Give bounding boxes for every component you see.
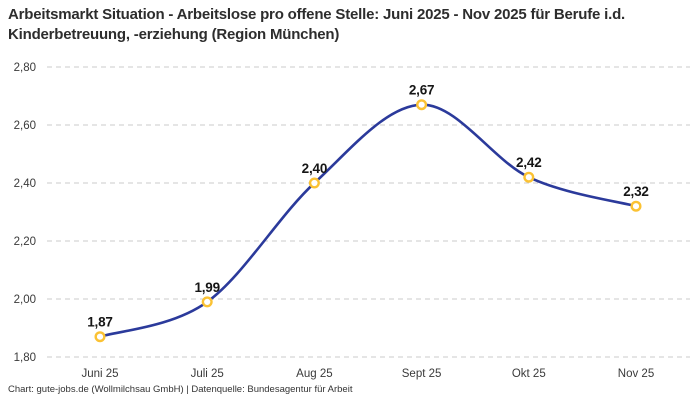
x-axis-tick-label: Aug 25 bbox=[296, 368, 332, 380]
y-axis-tick-label: 2,20 bbox=[14, 236, 36, 248]
data-point-marker bbox=[94, 331, 106, 343]
line-series bbox=[98, 103, 638, 338]
x-axis-tick-label: Okt 25 bbox=[512, 368, 546, 380]
y-axis-tick-label: 2,40 bbox=[14, 178, 36, 190]
chart-title: Arbeitsmarkt Situation - Arbeitslose pro… bbox=[8, 6, 626, 43]
data-point-label: 2,42 bbox=[516, 155, 541, 170]
data-point-marker bbox=[630, 200, 642, 212]
data-point-label: 1,87 bbox=[87, 315, 112, 330]
y-axis-tick-label: 2,00 bbox=[14, 294, 36, 306]
chart-footer: Chart: gute-jobs.de (Wollmilchsau GmbH) … bbox=[8, 384, 353, 395]
y-axis-tick-label: 2,60 bbox=[14, 120, 36, 132]
data-point-marker bbox=[523, 171, 535, 183]
x-axis-tick-label: Juli 25 bbox=[191, 368, 224, 380]
data-point-marker bbox=[416, 99, 428, 111]
data-point-marker bbox=[308, 177, 320, 189]
x-axis-tick-label: Juni 25 bbox=[81, 368, 118, 380]
data-point-label: 1,99 bbox=[194, 280, 219, 295]
y-axis-tick-label: 2,80 bbox=[14, 62, 36, 74]
y-axis-tick-label: 1,80 bbox=[14, 352, 36, 364]
data-point-label: 2,32 bbox=[623, 184, 648, 199]
x-axis-tick-label: Nov 25 bbox=[618, 368, 654, 380]
data-point-label: 2,67 bbox=[409, 83, 434, 98]
x-axis-tick-label: Sept 25 bbox=[402, 368, 442, 380]
data-point-marker bbox=[201, 296, 213, 308]
data-point-label: 2,40 bbox=[302, 161, 327, 176]
